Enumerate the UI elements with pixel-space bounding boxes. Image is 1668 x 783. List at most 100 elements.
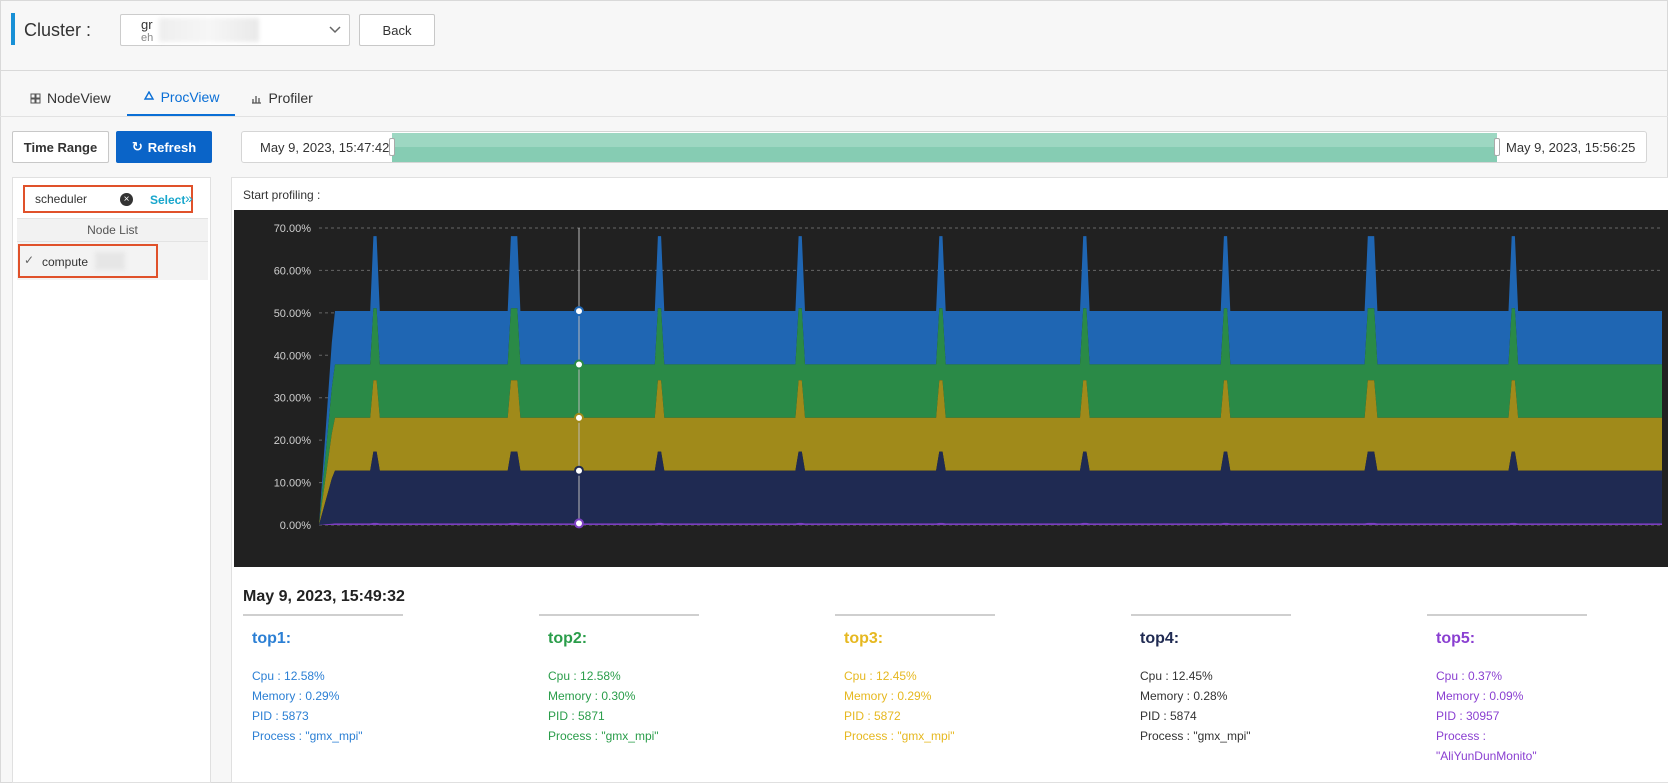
y-tick-label: 50.00% [274, 308, 312, 320]
procview-panel: Start profiling : 0.00% 10.00% 20.00% 30.00… [231, 177, 1668, 783]
top-pid: PID : 5872 [844, 709, 901, 723]
redacted-blur [159, 18, 259, 42]
cluster-select-value: gr [141, 17, 153, 32]
cluster-label: Cluster : [24, 20, 92, 40]
card-rule [1131, 614, 1291, 616]
bar-chart-icon [252, 95, 262, 104]
top-process-card: top5: Cpu : 0.37% Memory : 0.09% PID : 3… [1427, 614, 1627, 766]
grid-icon [30, 93, 41, 103]
top-pid: PID : 5874 [1140, 709, 1197, 723]
y-tick-label: 60.00% [274, 265, 312, 277]
chevron-down-icon [329, 26, 341, 34]
top-process: Process : [1436, 729, 1487, 743]
top-pid: PID : 30957 [1436, 709, 1500, 723]
top-memory: Memory : 0.29% [252, 689, 340, 703]
start-profiling-label: Start profiling : [243, 188, 321, 202]
cursor-point [574, 359, 584, 370]
top-memory: Memory : 0.28% [1140, 689, 1228, 703]
range-end-label: May 9, 2023, 15:56:25 [1506, 140, 1636, 155]
tab-label: ProcView [160, 89, 220, 105]
select-link[interactable]: Select [150, 193, 186, 207]
node-list-item[interactable]: ✓ compute [18, 244, 158, 278]
top-title: top2: [548, 630, 588, 647]
back-button[interactable]: Back [359, 14, 435, 46]
top-process: Process : "gmx_mpi" [252, 729, 363, 743]
range-end-handle[interactable] [1494, 138, 1500, 156]
process-cpu-chart[interactable]: 0.00% 10.00% 20.00% 30.00% 40.00% 50.00% 60.00… [234, 210, 1668, 567]
cluster-select-subvalue: eh [141, 32, 154, 44]
refresh-button[interactable]: ↻ Refresh [116, 131, 212, 163]
top-info: Cpu : 12.58% Memory : 0.29% PID : 5873 P… [252, 666, 473, 746]
top-cpu: Cpu : 12.45% [844, 669, 917, 683]
top-process-name: "AliYunDunMonito" [1436, 749, 1537, 763]
card-rule [539, 614, 699, 616]
range-start-handle[interactable] [389, 138, 395, 156]
tabs-divider [0, 116, 1668, 117]
card-rule [835, 614, 995, 616]
top-process: Process : "gmx_mpi" [1140, 729, 1251, 743]
clear-icon[interactable]: × [120, 193, 133, 206]
cursor-point [574, 306, 584, 317]
top-process: Process : "gmx_mpi" [844, 729, 955, 743]
top-pid: PID : 5873 [252, 709, 309, 723]
view-tabs: NodeView ProcView Profiler [14, 80, 329, 116]
top-process-card: top1: Cpu : 12.58% Memory : 0.29% PID : … [243, 614, 473, 746]
check-icon: ✓ [24, 253, 35, 267]
top-cpu: Cpu : 0.37% [1436, 669, 1503, 683]
y-tick-label: 70.00% [274, 223, 312, 235]
top-title: top1: [252, 630, 292, 647]
y-tick-label: 40.00% [274, 350, 312, 362]
series-area [319, 308, 1662, 525]
cursor-point [574, 465, 584, 476]
top-memory: Memory : 0.09% [1436, 689, 1524, 703]
cursor-point [574, 412, 584, 423]
selected-range[interactable] [392, 133, 1497, 162]
top-cpu: Cpu : 12.58% [548, 669, 621, 683]
time-range-button[interactable]: Time Range [12, 131, 109, 163]
y-tick-label: 0.00% [280, 520, 311, 532]
top-info: Cpu : 0.37% Memory : 0.09% PID : 30957 P… [1436, 666, 1627, 766]
node-filter-box[interactable]: scheduler × Select » [23, 185, 193, 213]
top-memory: Memory : 0.29% [844, 689, 932, 703]
top-info: Cpu : 12.45% Memory : 0.28% PID : 5874 P… [1140, 666, 1361, 746]
refresh-icon: ↻ [131, 139, 143, 154]
chevron-right-icon[interactable]: » [185, 190, 193, 206]
node-sidebar: scheduler × Select » Node List ✓ compute [12, 177, 211, 783]
top-cpu: Cpu : 12.45% [1140, 669, 1213, 683]
tab-profiler[interactable]: Profiler [235, 80, 328, 116]
series-area [319, 451, 1662, 525]
node-filter-value: scheduler [35, 192, 88, 206]
chart-svg: 0.00% 10.00% 20.00% 30.00% 40.00% 50.00% 60.00… [274, 223, 1662, 532]
cluster-select[interactable]: gr eh [120, 14, 350, 46]
tab-procview[interactable]: ProcView [126, 80, 236, 116]
time-range-slider[interactable]: May 9, 2023, 15:47:42 May 9, 2023, 15:56… [241, 131, 1647, 163]
tab-label: NodeView [47, 90, 111, 106]
refresh-label: Refresh [147, 139, 197, 155]
top-title: top5: [1436, 630, 1476, 647]
node-list-header: Node List [17, 218, 208, 242]
top-process-card: top2: Cpu : 12.58% Memory : 0.30% PID : … [539, 614, 769, 746]
node-name: compute [42, 255, 89, 269]
tab-nodeview[interactable]: NodeView [14, 80, 127, 116]
series-area [319, 380, 1662, 525]
recycle-icon [143, 91, 154, 100]
redacted-blur [95, 252, 125, 270]
range-start-label: May 9, 2023, 15:47:42 [260, 140, 390, 155]
top-cpu: Cpu : 12.58% [252, 669, 325, 683]
selected-timestamp: May 9, 2023, 15:49:32 [243, 588, 405, 605]
top-title: top3: [844, 630, 884, 647]
top-info: Cpu : 12.45% Memory : 0.29% PID : 5872 P… [844, 666, 1065, 746]
top-title: top4: [1140, 630, 1180, 647]
header-divider [0, 70, 1668, 71]
top-info: Cpu : 12.58% Memory : 0.30% PID : 5871 P… [548, 666, 769, 746]
card-rule [243, 614, 403, 616]
card-rule [1427, 614, 1587, 616]
top-process-card: top3: Cpu : 12.45% Memory : 0.29% PID : … [835, 614, 1065, 746]
top-memory: Memory : 0.30% [548, 689, 636, 703]
cursor-point [574, 518, 584, 529]
y-tick-label: 20.00% [274, 435, 312, 447]
cluster-accent-bar [11, 13, 15, 45]
y-tick-label: 30.00% [274, 393, 312, 405]
top-pid: PID : 5871 [548, 709, 605, 723]
y-tick-label: 10.00% [274, 478, 312, 490]
